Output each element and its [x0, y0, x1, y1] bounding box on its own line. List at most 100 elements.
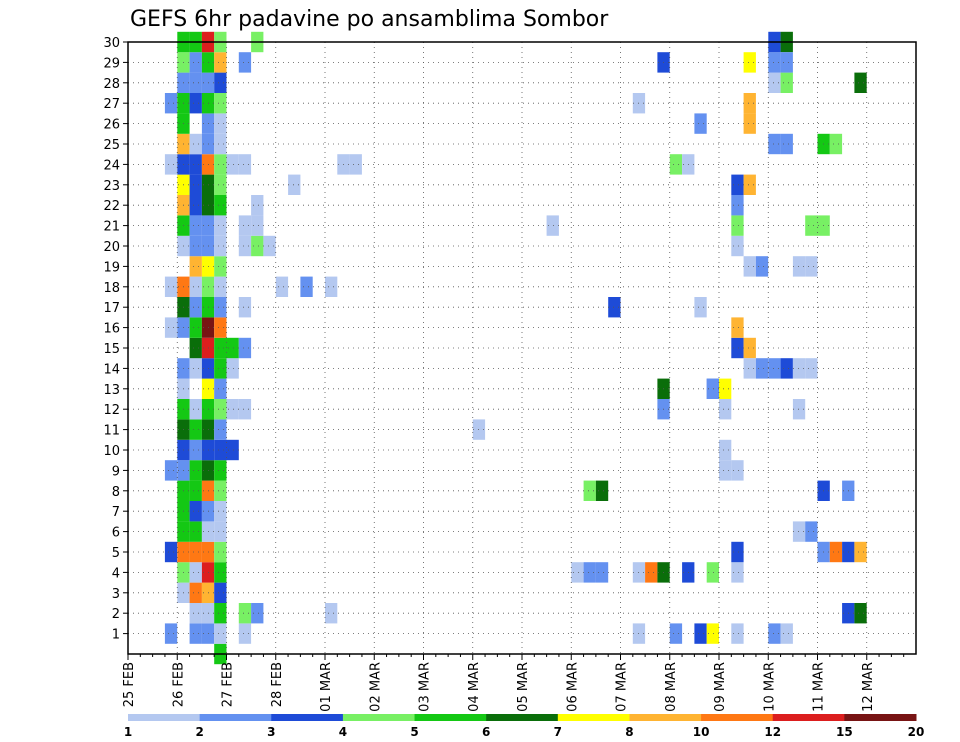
heatmap-cell: [226, 337, 239, 359]
x-tick-label: 05 MAR: [516, 662, 531, 712]
heatmap-cell: [214, 72, 227, 93]
heatmap-cell: [189, 521, 202, 542]
y-tick-label: 14: [103, 362, 120, 377]
heatmap-cell: [189, 256, 202, 277]
heatmap-cell: [226, 439, 239, 461]
heatmap-cell: [669, 623, 683, 644]
heatmap-cell: [214, 439, 227, 461]
heatmap-cell: [164, 276, 178, 297]
heatmap-cell: [251, 235, 264, 257]
heatmap-cell: [768, 358, 781, 379]
heatmap-cell: [792, 256, 806, 277]
colorbar-label: 6: [482, 725, 490, 739]
heatmap-cell: [792, 399, 806, 420]
colorbar-label: 15: [836, 725, 853, 739]
heatmap-cell: [731, 195, 744, 216]
heatmap-cell: [189, 460, 202, 481]
heatmap-cell: [583, 480, 596, 501]
heatmap-cell: [719, 399, 732, 420]
heatmap-cell: [325, 276, 338, 297]
heatmap-cell: [238, 235, 252, 257]
y-axis: 1234567891011121314151617181920212223242…: [103, 36, 128, 643]
heatmap-cell: [238, 215, 252, 236]
heatmap-cell: [780, 52, 793, 73]
colorbar-label: 7: [554, 725, 562, 739]
y-tick-label: 15: [103, 342, 120, 357]
heatmap-cell: [743, 113, 756, 134]
x-tick-label: 02 MAR: [368, 662, 383, 712]
colorbar-label: 12: [764, 725, 781, 739]
heatmap-cell: [595, 562, 609, 583]
heatmap-cell: [719, 378, 732, 399]
x-tick-label: 12 MAR: [861, 662, 876, 712]
grid-lines: [128, 41, 916, 654]
heatmap-cell: [731, 562, 744, 583]
y-tick-label: 27: [103, 97, 120, 112]
heatmap-cell: [214, 133, 227, 155]
heatmap-cell: [706, 623, 719, 644]
heatmap-cell: [743, 174, 756, 195]
heatmap-cell: [645, 562, 658, 583]
heatmap-cell: [214, 276, 227, 297]
heatmap-cell: [214, 337, 227, 359]
heatmap-cell: [214, 235, 227, 257]
y-tick-label: 23: [103, 179, 120, 194]
heatmap-cell: [214, 480, 227, 501]
heatmap-cell: [251, 195, 264, 216]
y-tick-label: 17: [103, 301, 120, 316]
heatmap-cell: [214, 582, 227, 603]
heatmap-cell: [854, 603, 867, 624]
colorbar-label: 8: [625, 725, 633, 739]
y-tick-label: 12: [103, 403, 120, 418]
heatmap-cell: [805, 215, 818, 236]
colorbar-swatch: [199, 714, 272, 721]
heatmap-cell: [755, 256, 769, 277]
heatmap-cell: [214, 215, 227, 236]
heatmap-cell: [780, 623, 793, 644]
heatmap-cell: [214, 154, 227, 175]
heatmap-cell: [251, 603, 264, 624]
heatmap-cell: [325, 603, 338, 624]
heatmap-cell: [768, 52, 781, 73]
heatmap-cell: [768, 133, 781, 155]
heatmap-cell: [805, 521, 818, 542]
x-tick-label: 04 MAR: [467, 662, 482, 712]
heatmap-cell: [214, 317, 227, 338]
y-tick-label: 30: [103, 36, 120, 51]
heatmap-cell: [706, 562, 719, 583]
x-tick-label: 03 MAR: [418, 662, 433, 712]
heatmap-cell: [189, 480, 202, 501]
heatmap-cell: [226, 399, 239, 420]
heatmap-cell: [214, 358, 227, 379]
heatmap-cell: [226, 358, 239, 379]
colorbar-label: 20: [908, 725, 925, 739]
heatmap-cell: [164, 460, 178, 481]
colorbar-label: 5: [410, 725, 418, 739]
heatmap-cell: [829, 541, 843, 563]
y-tick-label: 26: [103, 118, 120, 133]
heatmap-cell: [189, 276, 202, 297]
heatmap-cell: [571, 562, 584, 583]
heatmap-cell: [214, 541, 227, 563]
y-tick-label: 21: [103, 220, 120, 235]
colorbar-swatch: [271, 714, 344, 721]
heatmap-cell: [792, 521, 806, 542]
heatmap-cell: [546, 215, 559, 236]
heatmap-cell: [768, 623, 781, 644]
y-tick-label: 29: [103, 56, 120, 71]
y-tick-label: 11: [103, 424, 120, 439]
heatmap-cell: [300, 276, 313, 297]
x-tick-label: 10 MAR: [762, 662, 777, 712]
heatmap-cell: [189, 297, 202, 318]
heatmap-cell: [189, 235, 202, 257]
y-tick-label: 1: [112, 628, 120, 643]
heatmap-cell: [189, 72, 202, 93]
heatmap-cell: [251, 215, 264, 236]
heatmap-cell: [731, 337, 744, 359]
heatmap-cell: [719, 439, 732, 461]
heatmap-cell: [214, 562, 227, 583]
heatmap-cell: [238, 297, 252, 318]
heatmap-cell: [275, 276, 289, 297]
y-tick-label: 19: [103, 260, 120, 275]
